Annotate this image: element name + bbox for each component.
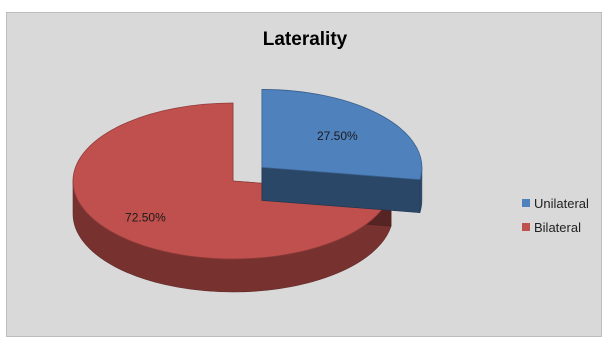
pie-slice-unilateral [261,89,423,213]
pie-chart-plot: 27.50% 72.50% [72,89,423,293]
chart-area: 27.50% 72.50% Laterality Unilateral Bilat… [6,12,602,337]
legend-item-unilateral: Unilateral [522,191,589,215]
legend-label-bilateral: Bilateral [534,219,581,235]
legend-item-bilateral: Bilateral [522,215,589,239]
chart-title: Laterality [262,29,348,50]
pie-slice-top-unilateral [261,89,423,181]
data-label-bilateral: 72.50% [125,210,166,224]
pie-slice-top-bilateral [72,102,392,260]
data-label-unilateral: 27.50% [317,129,358,143]
legend-swatch-unilateral [522,199,530,207]
legend-label-unilateral: Unilateral [534,195,589,211]
legend-swatch-bilateral [522,223,530,231]
chart-legend: Unilateral Bilateral [522,191,589,239]
